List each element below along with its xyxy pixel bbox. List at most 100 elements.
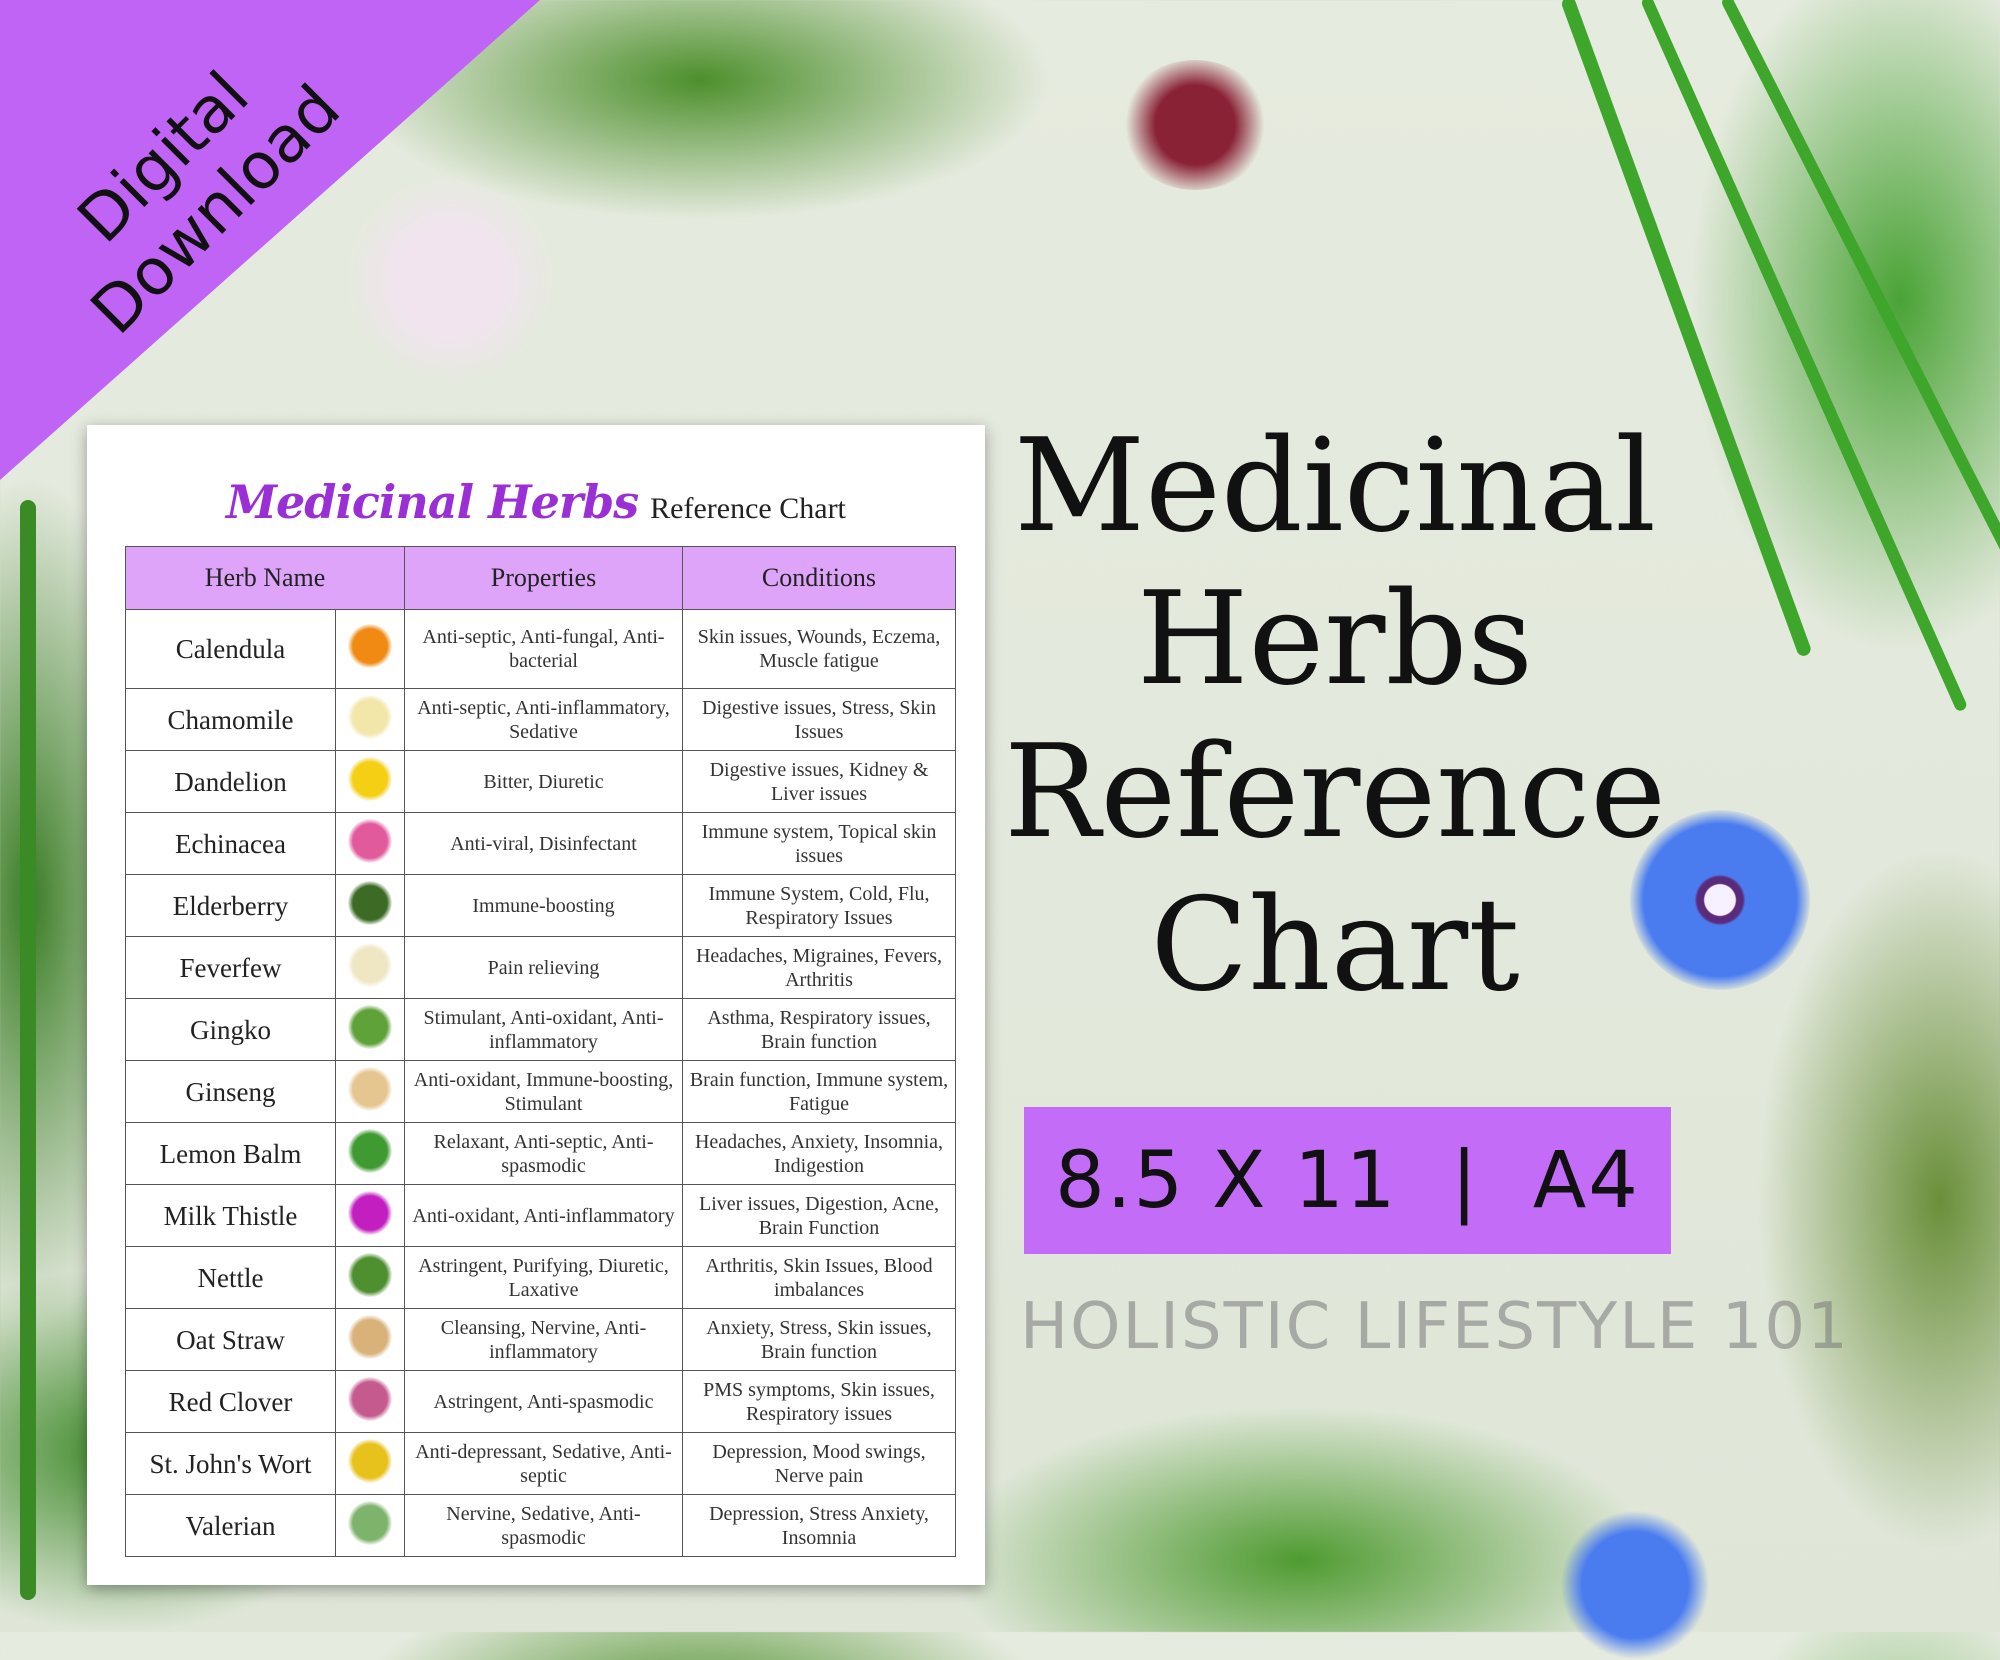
chart-title: Medicinal Herbs Reference Chart [87, 475, 985, 529]
table-row: Elderberry Immune-boosting Immune System, … [125, 874, 956, 937]
properties-cell: Astringent, Anti-spasmodic [404, 1370, 683, 1433]
herb-name-cell: Oat Straw [125, 1308, 336, 1371]
properties-cell: Immune-boosting [404, 874, 683, 937]
herb-stem-decoration [20, 500, 36, 1600]
conditions-cell: Immune System, Cold, Flu, Respiratory Is… [682, 874, 956, 937]
herb-image-cell [335, 1370, 405, 1433]
properties-cell: Relaxant, Anti-septic, Anti-spasmodic [404, 1122, 683, 1185]
conditions-cell: Immune system, Topical skin issues [682, 812, 956, 875]
valerian-plant-icon [348, 1500, 392, 1545]
herb-image-cell [335, 1060, 405, 1123]
herb-name-cell: Lemon Balm [125, 1122, 336, 1185]
properties-cell: Bitter, Diuretic [404, 750, 683, 813]
herb-image-cell [335, 936, 405, 999]
hero-title-line: Medicinal [1014, 412, 1656, 561]
st-johns-wort-flower-icon [348, 1438, 392, 1483]
herb-name-cell: Red Clover [125, 1370, 336, 1433]
table-row: Echinacea Anti-viral, Disinfectant Immune … [125, 812, 956, 875]
conditions-cell: Digestive issues, Kidney & Liver issues [682, 750, 956, 813]
table-row: Milk Thistle Anti-oxidant, Anti-inflammat… [125, 1184, 956, 1247]
herb-name-cell: Nettle [125, 1246, 336, 1309]
milk-thistle-flower-icon [348, 1190, 392, 1235]
herb-name-cell: Echinacea [125, 812, 336, 875]
herb-image-cell [335, 874, 405, 937]
herb-image-cell [335, 1184, 405, 1247]
table-row: Lemon Balm Relaxant, Anti-septic, Anti-sp… [125, 1122, 956, 1185]
herb-image-cell [335, 812, 405, 875]
herb-image-cell [335, 1308, 405, 1371]
herb-name-cell: Elderberry [125, 874, 336, 937]
table-row: St. John's Wort Anti-depressant, Sedative… [125, 1432, 956, 1495]
hero-title: Medicinal Herbs Reference Chart [1000, 410, 1670, 1022]
herb-image-cell [335, 609, 405, 689]
header-properties: Properties [404, 546, 683, 610]
herb-image-cell [335, 750, 405, 813]
herb-name-cell: Dandelion [125, 750, 336, 813]
watermark: HOLISTIC LIFESTYLE 101 [1020, 1290, 1850, 1364]
ginseng-root-icon [348, 1066, 392, 1111]
paper-size-text: 8.5 X 11 | A4 [1055, 1135, 1640, 1226]
conditions-cell: Skin issues, Wounds, Eczema, Muscle fati… [682, 609, 956, 689]
oregano-flower-decoration [1120, 60, 1270, 190]
red-clover-flower-icon [348, 1376, 392, 1421]
chart-title-script: Medicinal Herbs [226, 475, 639, 529]
properties-cell: Anti-oxidant, Anti-inflammatory [404, 1184, 683, 1247]
lemon-balm-leaf-icon [348, 1128, 392, 1173]
herb-name-cell: Chamomile [125, 688, 336, 751]
conditions-cell: Digestive issues, Stress, Skin Issues [682, 688, 956, 751]
paper-size-badge: 8.5 X 11 | A4 [1024, 1107, 1671, 1254]
table-row: Nettle Astringent, Purifying, Diuretic, L… [125, 1246, 956, 1309]
header-herb-name: Herb Name [125, 546, 405, 610]
herb-image-cell [335, 688, 405, 751]
nettle-leaf-icon [348, 1252, 392, 1297]
conditions-cell: Arthritis, Skin Issues, Blood imbalances [682, 1246, 956, 1309]
properties-cell: Anti-depressant, Sedative, Anti-septic [404, 1432, 683, 1495]
table-row: Calendula Anti-septic, Anti-fungal, Anti-… [125, 609, 956, 689]
conditions-cell: Headaches, Migraines, Fevers, Arthritis [682, 936, 956, 999]
chamomile-flower-icon [348, 694, 392, 739]
table-row: Red Clover Astringent, Anti-spasmodic PMS … [125, 1370, 956, 1433]
herb-name-cell: St. John's Wort [125, 1432, 336, 1495]
herb-image-cell [335, 1494, 405, 1557]
chart-title-rest: Reference Chart [650, 492, 846, 525]
properties-cell: Stimulant, Anti-oxidant, Anti-inflammato… [404, 998, 683, 1061]
conditions-cell: Liver issues, Digestion, Acne, Brain Fun… [682, 1184, 956, 1247]
echinacea-flower-icon [348, 818, 392, 863]
properties-cell: Cleansing, Nervine, Anti-inflammatory [404, 1308, 683, 1371]
reference-chart-preview: Medicinal Herbs Reference Chart Herb Name… [87, 425, 985, 1585]
conditions-cell: Brain function, Immune system, Fatigue [682, 1060, 956, 1123]
properties-cell: Anti-septic, Anti-fungal, Anti-bacterial [404, 609, 683, 689]
herb-image-cell [335, 998, 405, 1061]
conditions-cell: Asthma, Respiratory issues, Brain functi… [682, 998, 956, 1061]
borage-flower-decoration [1630, 810, 1810, 990]
conditions-cell: PMS symptoms, Skin issues, Respiratory i… [682, 1370, 956, 1433]
herb-image-cell [335, 1432, 405, 1495]
properties-cell: Anti-oxidant, Immune-boosting, Stimulant [404, 1060, 683, 1123]
hero-title-line: Reference [1003, 718, 1667, 867]
herb-name-cell: Ginseng [125, 1060, 336, 1123]
hero-title-line: Herbs [1136, 565, 1534, 714]
borage-flower-decoration [1560, 1510, 1710, 1660]
herb-image-cell [335, 1122, 405, 1185]
elderberry-icon [348, 880, 392, 925]
hero-title-line: Chart [1150, 871, 1520, 1020]
thyme-flower-decoration [340, 180, 560, 380]
herb-name-cell: Feverfew [125, 936, 336, 999]
herb-image-cell [335, 1246, 405, 1309]
properties-cell: Nervine, Sedative, Anti-spasmodic [404, 1494, 683, 1557]
herb-name-cell: Gingko [125, 998, 336, 1061]
oat-straw-icon [348, 1314, 392, 1359]
table-row: Valerian Nervine, Sedative, Anti-spasmodi… [125, 1494, 956, 1557]
table-row: Chamomile Anti-septic, Anti-inflammatory,… [125, 688, 956, 751]
table-row: Ginseng Anti-oxidant, Immune-boosting, St… [125, 1060, 956, 1123]
conditions-cell: Depression, Mood swings, Nerve pain [682, 1432, 956, 1495]
herb-name-cell: Valerian [125, 1494, 336, 1557]
gingko-leaf-icon [348, 1004, 392, 1049]
dandelion-flower-icon [348, 756, 392, 801]
table-row: Feverfew Pain relieving Headaches, Migrain… [125, 936, 956, 999]
calendula-flower-icon [348, 624, 392, 668]
table-row: Dandelion Bitter, Diuretic Digestive issue… [125, 750, 956, 813]
herbs-table: Herb Name Properties Conditions Calendul… [125, 546, 956, 1557]
conditions-cell: Anxiety, Stress, Skin issues, Brain func… [682, 1308, 956, 1371]
table-row: Oat Straw Cleansing, Nervine, Anti-inflam… [125, 1308, 956, 1371]
